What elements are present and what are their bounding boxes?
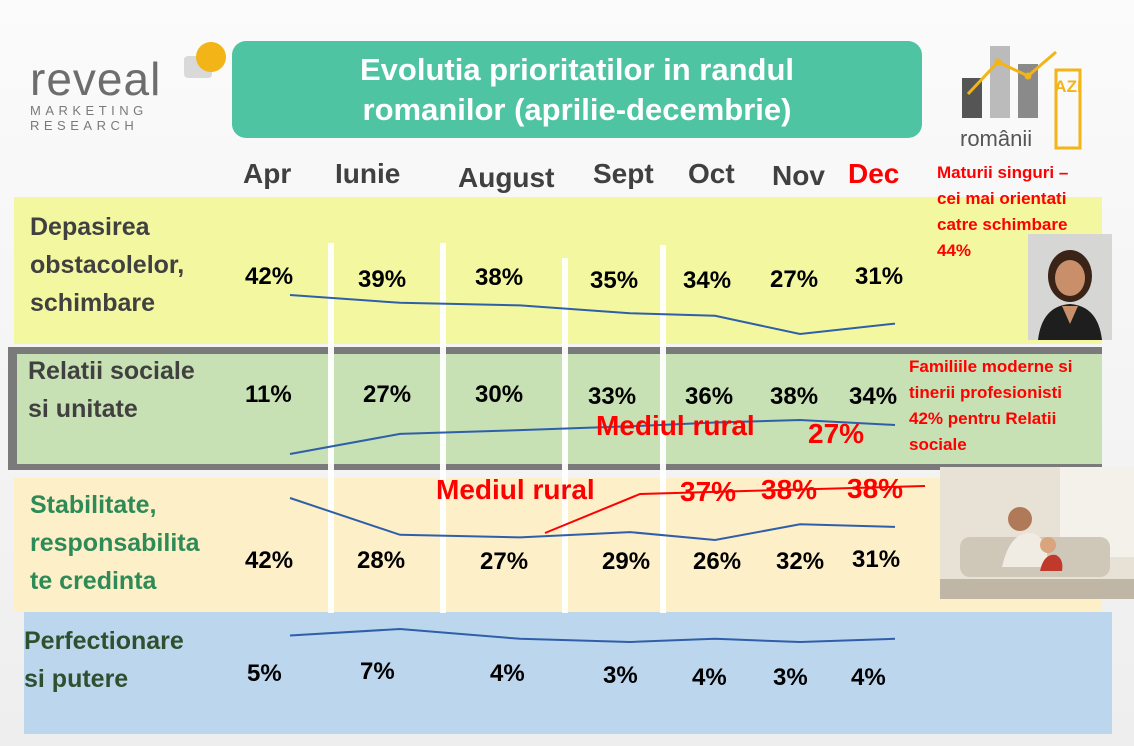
separator-line — [562, 258, 568, 613]
rural-label-1: Mediul rural — [596, 410, 755, 441]
value-cell: 26% — [693, 548, 742, 575]
value-cell: 39% — [358, 266, 407, 293]
logo-sub-line2: RESEARCH — [30, 118, 139, 133]
value-cell: 31% — [852, 546, 901, 573]
month-sept: Sept — [593, 158, 654, 189]
page-title: Evolutia prioritatilor in randul romanil… — [232, 41, 922, 138]
romanii-azi-logo: AZI românii — [960, 46, 1082, 151]
category-line: Depasirea — [30, 213, 150, 241]
separator-line — [328, 243, 334, 613]
series-line-3 — [289, 497, 896, 542]
note-maturii: Maturii singuri – cei mai orientati catr… — [937, 160, 1068, 264]
rural-line — [544, 485, 926, 534]
value-cell: 38% — [770, 383, 819, 410]
category-line: Perfectionare — [24, 627, 184, 655]
logo-sub-line1: MARKETING — [30, 103, 148, 118]
month-nov: Nov — [772, 160, 825, 191]
value-cell: 27% — [363, 381, 412, 408]
rural-value-2-dec: 38% — [847, 473, 904, 504]
rural-label-2: Mediul rural — [436, 474, 595, 505]
series-line-1 — [289, 294, 896, 336]
value-cell: 28% — [357, 547, 406, 574]
series-line-4 — [289, 627, 896, 644]
svg-text:AZI: AZI — [1054, 77, 1081, 96]
value-cell: 33% — [588, 383, 637, 410]
logo-subtitle: MARKETING RESEARCH — [30, 103, 148, 133]
separator-line — [440, 243, 446, 613]
category-line: te credinta — [30, 567, 157, 595]
rural-value-2-oct: 37% — [680, 476, 737, 507]
category-line: responsabilita — [30, 529, 200, 557]
value-cell: 32% — [776, 548, 825, 575]
value-cell: 34% — [683, 267, 732, 294]
value-cell: 11% — [245, 381, 292, 408]
value-cell: 36% — [685, 383, 734, 410]
note-line: 44% — [937, 241, 972, 260]
value-cell: 27% — [770, 266, 819, 293]
band-relatii — [17, 354, 1102, 464]
category-line: si putere — [24, 665, 129, 693]
value-cell: 42% — [245, 263, 294, 290]
value-cell: 5% — [247, 660, 282, 687]
rural-value-1: 27% — [808, 418, 865, 449]
value-cell: 4% — [490, 660, 525, 687]
note-line: 42% pentru Relatii — [909, 409, 1057, 428]
value-cell: 31% — [855, 263, 904, 290]
value-cell: 42% — [245, 547, 294, 574]
note-line: Familiile moderne si — [909, 357, 1073, 376]
category-relatii: Relatii sociale si unitate — [28, 352, 195, 428]
series-line-2 — [289, 418, 896, 455]
woman-photo — [1028, 234, 1112, 340]
value-cell: 30% — [475, 381, 524, 408]
value-cell: 29% — [602, 548, 651, 575]
separator-line — [660, 245, 666, 613]
month-apr: Apr — [243, 158, 292, 189]
month-oct: Oct — [688, 158, 735, 189]
category-line: Relatii sociale — [28, 357, 195, 385]
month-iunie: Iunie — [335, 158, 401, 189]
note-familiile: Familiile moderne si tinerii profesionis… — [909, 354, 1072, 458]
month-dec: Dec — [848, 158, 900, 189]
value-cell: 38% — [475, 264, 524, 291]
value-cell: 34% — [849, 383, 898, 410]
value-cell: 7% — [360, 658, 395, 685]
note-line: Maturii singuri – — [937, 163, 1069, 182]
family-photo — [940, 467, 1134, 599]
category-line: si unitate — [28, 395, 138, 423]
band-stabilitate — [14, 478, 1102, 612]
category-line: obstacolelor, — [30, 251, 185, 279]
category-stabilitate: Stabilitate, responsabilita te credinta — [30, 486, 200, 600]
category-perfectionare: Perfectionare si putere — [24, 622, 184, 698]
logo-word: reveal — [30, 53, 162, 105]
note-line: tinerii profesionisti — [909, 383, 1063, 402]
band-perfectionare — [24, 612, 1112, 734]
category-line: Stabilitate, — [30, 491, 157, 519]
band-depasirea — [14, 197, 1102, 344]
note-line: catre schimbare — [937, 215, 1068, 234]
note-line: cei mai orientati — [937, 189, 1067, 208]
value-cell: 4% — [692, 664, 727, 691]
value-cell: 3% — [603, 662, 638, 689]
logo-dot — [196, 42, 226, 72]
category-depasirea: Depasirea obstacolelor, schimbare — [30, 208, 184, 322]
rural-value-2-nov: 38% — [761, 474, 818, 505]
category-line: schimbare — [30, 289, 156, 317]
svg-text:românii: românii — [960, 126, 1032, 151]
month-august: August — [458, 162, 555, 193]
note-line: sociale — [909, 435, 967, 454]
value-cell: 3% — [773, 664, 808, 691]
value-cell: 4% — [851, 664, 886, 691]
title-line2: romanilor (aprilie-decembrie) — [362, 91, 792, 127]
value-cell: 27% — [480, 548, 529, 575]
value-cell: 35% — [590, 267, 639, 294]
title-line1: Evolutia prioritatilor in randul — [359, 51, 795, 87]
